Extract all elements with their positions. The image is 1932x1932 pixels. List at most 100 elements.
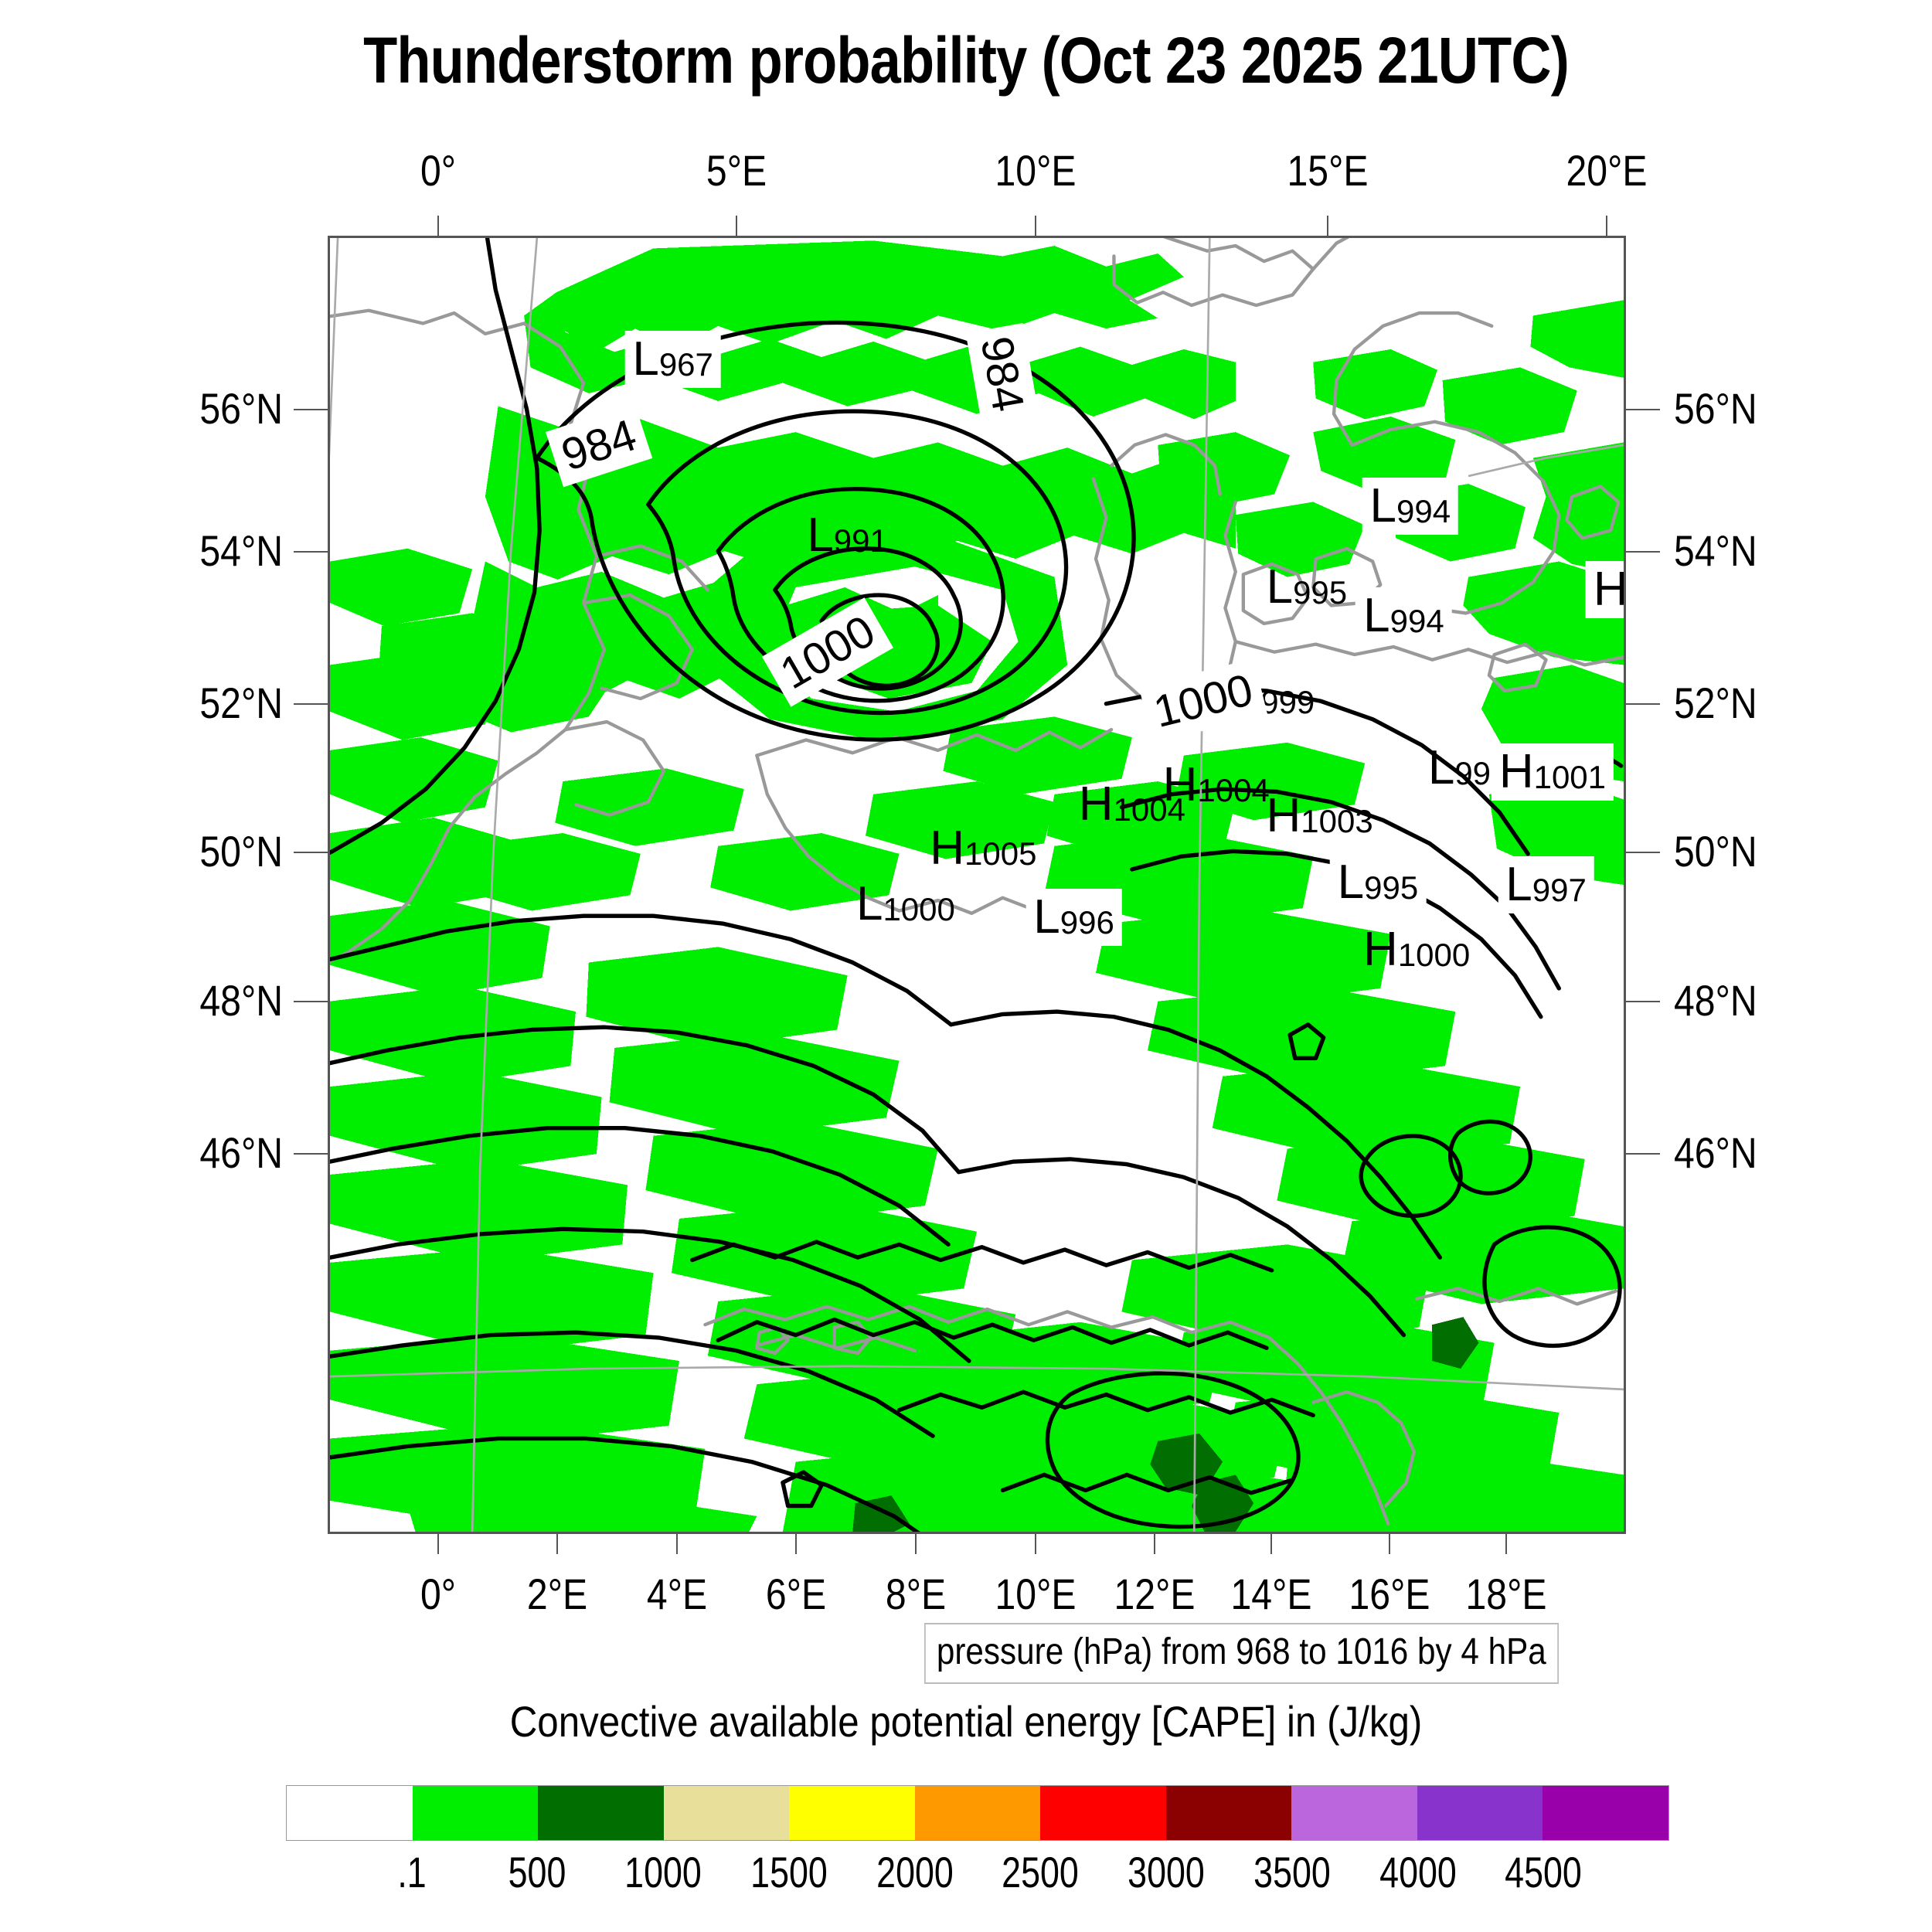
colorbar-tick-4000: 4000 [1379,1848,1457,1896]
pressure-centre-value: 999 [1260,684,1315,721]
pressure-centre-value: 995 [1293,573,1348,611]
lat-tick-left-0: 56°N [199,384,283,434]
colorbar-swatch-8 [1291,1786,1417,1840]
colorbar-tick-pt1: .1 [397,1848,427,1896]
lon-tick-bottom-0: 0° [420,1570,456,1618]
lon-tick-top-2: 10°E [995,146,1077,195]
lon-tick-bottom-4: 8°E [885,1570,947,1618]
lon-tickmark-bottom-6 [1154,1534,1156,1554]
pressure-centre-value: 1005 [964,835,1037,872]
pressure-centre-value: 1004 [1113,791,1185,828]
lat-tick-left-4: 48°N [199,976,283,1026]
lon-tick-bottom-7: 14°E [1230,1570,1312,1618]
graticule-layer [330,238,1624,1532]
colorbar-tick-1000: 1000 [624,1848,702,1896]
lat-tick-right-0: 56°N [1674,384,1757,434]
lat-tickmark-left-2 [294,702,328,705]
colorbar-title: Convective available potential energy [C… [509,1697,1423,1746]
pressure-centre-l-995-13: L995 [1329,853,1427,911]
pressure-centre-value: 1000 [1397,936,1471,973]
lat-tickmark-right-5 [1626,1153,1660,1155]
lon-tick-bottom-8: 16°E [1349,1570,1430,1618]
lon-tickmark-bottom-1 [556,1534,559,1554]
colorbar-tick-4500: 4500 [1505,1848,1583,1896]
colorbar-swatch-1 [412,1786,539,1840]
pressure-centre-type: L [1033,889,1060,944]
pressure-centre-value: 1001 [1533,759,1607,796]
lat-tick-right-3: 50°N [1674,826,1757,876]
pressure-centre-value: 994 [1389,602,1444,639]
pressure-centre-l-967-0: L967 [624,331,721,389]
lat-tickmark-left-4 [294,1001,328,1003]
lon-tickmark-bottom-5 [1034,1534,1036,1554]
pressure-centre-l-995-3: L995 [1267,563,1348,611]
colorbar-swatch-5 [914,1786,1041,1840]
lon-tickmark-top-2 [1034,216,1036,236]
pressure-centre-type: L [855,877,883,931]
pressure-centre-value: 994 [1396,492,1451,529]
lat-tick-left-3: 50°N [199,826,283,876]
colorbar-tick-2500: 2500 [1002,1848,1080,1896]
lat-tickmark-left-3 [294,851,328,853]
colorbar-tick-2000: 2000 [876,1848,954,1896]
lat-tick-right-4: 48°N [1674,976,1757,1026]
pressure-centre-l-996-15: L996 [1026,888,1122,946]
lon-tick-top-4: 20°E [1566,146,1648,195]
pressure-centre-value: 996 [1060,903,1114,940]
pressure-centre-type: L [632,332,659,386]
map-canvas [330,238,1624,1532]
lat-tickmark-left-0 [294,409,328,411]
lat-tickmark-right-4 [1626,1001,1660,1003]
isobar-layer [330,238,1624,1532]
lon-tickmark-bottom-3 [795,1534,798,1554]
colorbar-tick-3000: 3000 [1128,1848,1205,1896]
lat-tick-right-5: 46°N [1674,1128,1757,1178]
pressure-centre-type: H [1266,789,1301,843]
colorbar-swatch-7 [1165,1786,1292,1840]
lon-tickmark-bottom-9 [1505,1534,1508,1554]
lat-tick-right-1: 54°N [1674,526,1757,575]
lon-tickmark-top-3 [1326,216,1328,236]
page-title: Thunderstorm probability (Oct 23 2025 21… [363,24,1570,97]
lon-tickmark-bottom-2 [675,1534,678,1554]
pressure-centre-type: L [1427,741,1455,795]
lon-tickmark-bottom-8 [1389,1534,1391,1554]
lat-tickmark-right-0 [1626,409,1660,411]
lat-tickmark-left-5 [294,1153,328,1155]
lon-tick-bottom-5: 10°E [995,1570,1077,1618]
lon-tick-bottom-1: 2°E [527,1570,588,1618]
pressure-centre-h-1000-17: H1000 [1363,922,1471,976]
colorbar-swatch-3 [663,1786,790,1840]
pressure-centre-type: H [1162,758,1198,812]
cape-colorbar-ticks: .1 500 1000 1500 2000 2500 3000 3500 4000 4500 [286,1847,1669,1909]
lon-tick-bottom-2: 4°E [646,1570,707,1618]
cape-shading-layer [330,240,1624,1532]
lon-tickmark-bottom-4 [915,1534,917,1554]
lon-tickmark-bottom-7 [1270,1534,1273,1554]
lon-tick-bottom-3: 6°E [766,1570,827,1618]
pressure-centre-h-1005-12: H1005 [930,825,1036,872]
lon-tick-top-1: 5°E [706,146,767,195]
pressure-centre-value: 967 [658,346,713,383]
pressure-centre-type: H [1363,922,1398,976]
map-plot-area: L967L991L994L995HL994L999L997H1001H1004H… [328,236,1626,1534]
lat-tick-right-2: 52°N [1674,678,1757,727]
lon-tick-top-3: 15°E [1287,146,1369,195]
lat-tick-left-2: 52°N [199,678,283,727]
pressure-centre-value: 1004 [1197,772,1270,809]
pressure-centre-type: H [1498,745,1534,799]
pressure-centre-value: 991 [833,522,888,560]
pressure-caption: pressure (hPa) from 968 to 1016 by 4 hPa [924,1623,1559,1684]
lat-tick-left-1: 54°N [199,526,283,575]
pressure-centre-value: 997 [1532,872,1587,908]
pressure-centre-l-991-1: L991 [807,512,888,560]
pressure-centre-type: L [807,509,834,563]
pressure-centre-value: 1000 [883,891,955,928]
colorbar-tick-3500: 3500 [1253,1848,1331,1896]
colorbar-swatch-9 [1417,1786,1543,1840]
lat-tickmark-right-2 [1626,702,1660,705]
pressure-centre-h-1003-11: H1003 [1267,792,1373,840]
pressure-centre-value: 995 [1364,869,1419,906]
pressure-centre-type: L [1337,855,1365,909]
cape-colorbar [286,1785,1669,1841]
